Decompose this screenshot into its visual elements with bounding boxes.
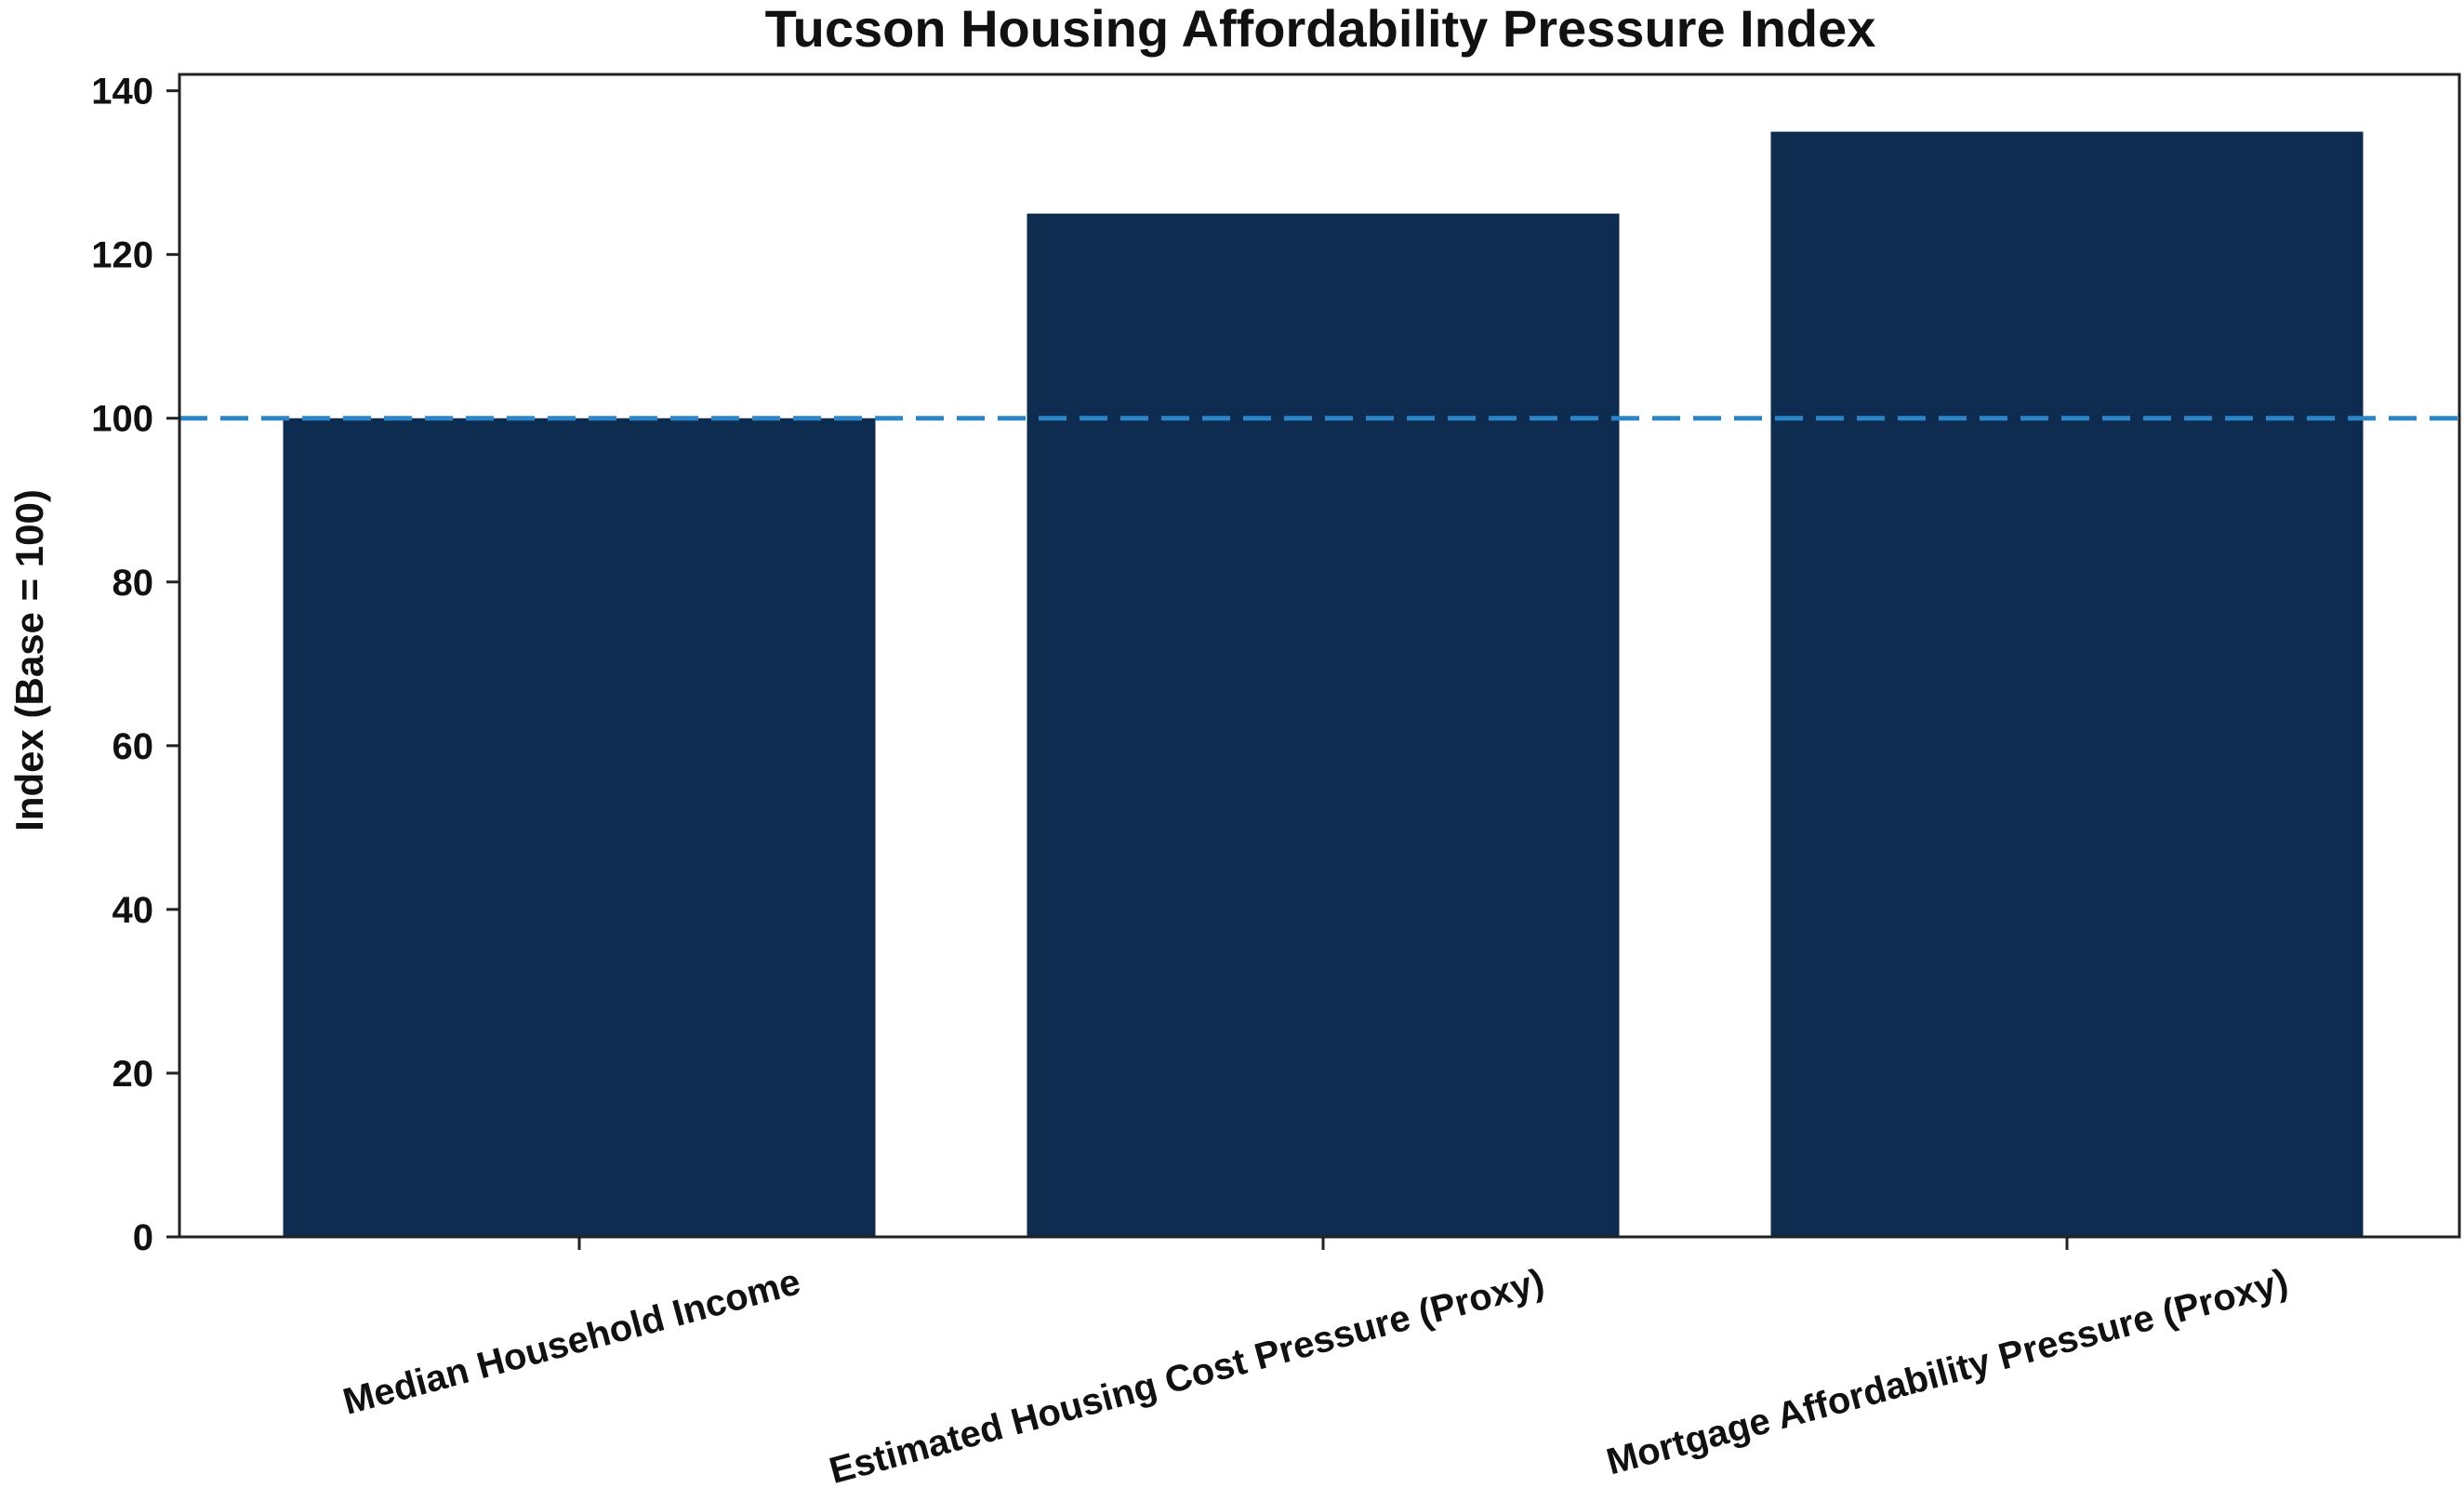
y-axis-ticks: 0 20 40 60 80 100 120 140 xyxy=(91,72,179,1258)
x-tick-label: Median Household Income xyxy=(338,1261,804,1423)
x-tick-label: Mortgage Affordability Pressure (Proxy) xyxy=(1602,1261,2292,1482)
y-tick-label: 20 xyxy=(113,1054,154,1095)
y-tick-label: 100 xyxy=(91,399,153,440)
plot-area-frame xyxy=(178,73,2461,1239)
x-tick-label: Estimated Housing Cost Pressure (Proxy) xyxy=(825,1261,1548,1492)
y-tick-label: 140 xyxy=(91,72,153,113)
y-tick-label: 0 xyxy=(133,1217,153,1258)
x-axis-ticks: Median Household Income Estimated Housing… xyxy=(338,1237,2292,1492)
chart-title: Tucson Housing Affordability Pressure In… xyxy=(765,0,1876,58)
y-axis-label: Index (Base = 100) xyxy=(7,489,51,831)
y-tick-label: 80 xyxy=(113,563,154,604)
bar-2 xyxy=(1027,213,1620,1237)
y-tick-label: 120 xyxy=(91,235,153,276)
y-tick-label: 60 xyxy=(113,726,154,767)
bars-group xyxy=(283,131,2364,1237)
bar-3 xyxy=(1770,131,2364,1237)
bar-1 xyxy=(283,418,876,1237)
y-tick-label: 40 xyxy=(113,890,154,931)
